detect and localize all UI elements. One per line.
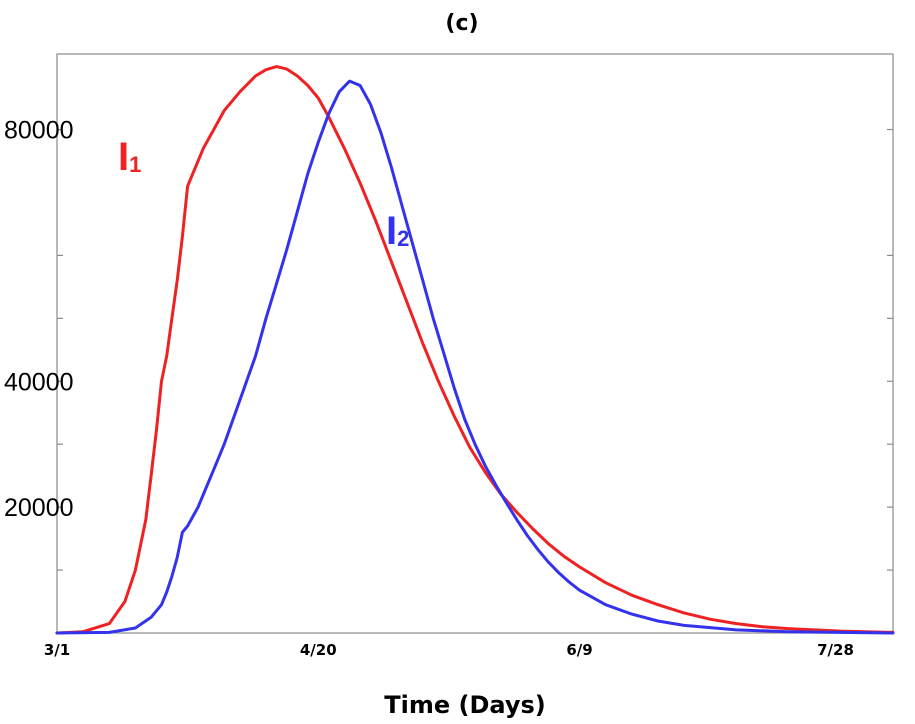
series-line-i2 bbox=[55, 79, 895, 635]
y-tick-label: 40000 bbox=[4, 368, 74, 396]
x-tick-label: 6/9 bbox=[566, 641, 592, 659]
chart-title: (c) bbox=[445, 11, 478, 36]
y-tick-labels: 20000 40000 80000 bbox=[4, 117, 74, 523]
x-axis-label: Time (Days) bbox=[384, 691, 545, 719]
x-tick-labels: 3/1 4/20 6/9 7/28 bbox=[44, 641, 854, 659]
y-tick-marks bbox=[57, 128, 893, 571]
series-label-i2-sub: 2 bbox=[397, 226, 409, 251]
x-tick-label: 3/1 bbox=[44, 641, 70, 659]
x-tick-label: 4/20 bbox=[300, 641, 337, 659]
series-label-i1: I1 bbox=[118, 135, 141, 179]
series-lines bbox=[55, 65, 895, 635]
series-label-i2-main: I bbox=[386, 209, 397, 253]
series-label-i1-main: I bbox=[118, 135, 129, 179]
series-label-i2: I2 bbox=[386, 209, 409, 253]
y-tick-label: 20000 bbox=[4, 494, 74, 522]
series-line-i1 bbox=[55, 65, 895, 635]
series-label-i1-sub: 1 bbox=[129, 152, 141, 177]
x-tick-label: 7/28 bbox=[817, 641, 854, 659]
plot-frame bbox=[56, 53, 894, 634]
y-tick-label: 80000 bbox=[4, 117, 74, 145]
